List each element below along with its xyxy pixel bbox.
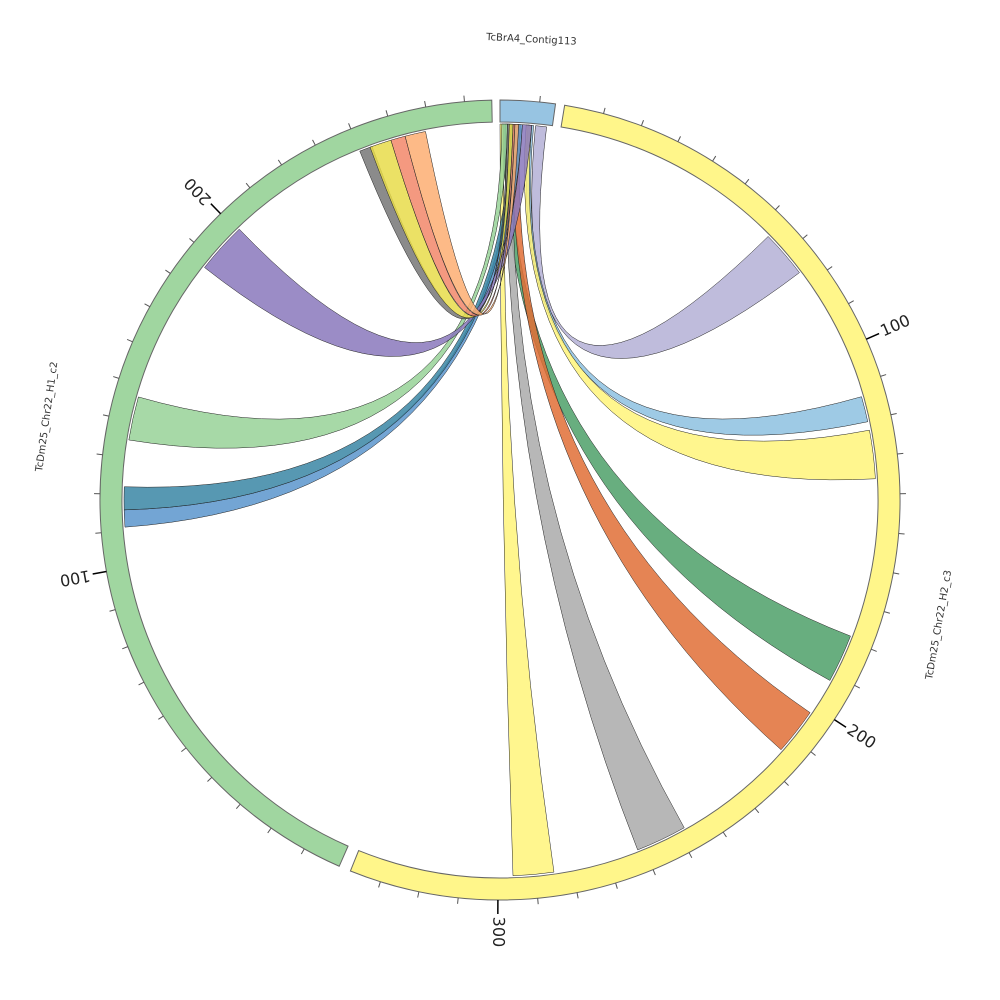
link-ribbon-10: [204, 124, 533, 357]
minor-tick: [113, 376, 120, 379]
tick-label: 100: [58, 566, 91, 590]
minor-tick: [603, 107, 606, 114]
minor-tick: [688, 852, 693, 859]
minor-tick: [144, 303, 151, 308]
minor-tick: [848, 300, 854, 305]
minor-tick: [463, 95, 465, 102]
link-ribbon-13: [390, 123, 516, 317]
minor-tick: [267, 827, 272, 834]
minor-tick: [893, 572, 900, 575]
link-ribbon-11: [359, 123, 510, 320]
sequence-label-h1-c2: TcDm25_Chr22_H1_c2: [34, 361, 60, 473]
minor-tick: [181, 747, 187, 753]
minor-tick: [677, 136, 681, 142]
minor-tick: [96, 453, 103, 456]
minor-tick: [138, 681, 145, 686]
minor-tick: [744, 178, 750, 185]
links-layer: [123, 123, 876, 877]
sequence-arc-2: [99, 99, 493, 867]
sequence-label-h2-c3: TcDm25_Chr22_H2_c3: [924, 569, 954, 681]
minor-tick: [870, 648, 877, 652]
tick-label: 100: [877, 311, 913, 341]
minor-tick: [783, 781, 789, 786]
minor-tick: [722, 831, 727, 838]
link-ribbon-12: [369, 123, 514, 319]
minor-tick: [576, 892, 579, 899]
minor-tick: [126, 338, 133, 343]
minor-tick: [898, 532, 905, 535]
link-ribbon-0: [531, 125, 800, 359]
minor-tick: [189, 238, 195, 243]
minor-tick: [385, 110, 389, 117]
minor-tick: [826, 266, 833, 271]
minor-tick: [883, 611, 891, 614]
sequence-arc-1: [349, 104, 901, 901]
minor-tick: [897, 452, 904, 455]
minor-tick: [640, 120, 644, 126]
minor-tick: [457, 897, 459, 904]
minor-tick: [378, 881, 381, 888]
minor-tick: [235, 803, 241, 810]
minor-tick: [810, 751, 816, 756]
minor-tick: [300, 848, 305, 855]
major-tick: [833, 718, 847, 728]
link-ribbon-2: [524, 124, 876, 481]
minor-tick: [158, 715, 164, 720]
tick-label: 200: [180, 174, 215, 209]
minor-tick: [348, 123, 352, 130]
minor-tick: [245, 182, 251, 189]
minor-tick: [652, 869, 656, 876]
sequence-label-contig113: TcBrA4_Contig113: [485, 32, 577, 48]
minor-tick: [165, 269, 171, 274]
minor-tick: [277, 159, 282, 166]
minor-tick: [537, 898, 539, 905]
link-ribbon-14: [404, 124, 519, 316]
minor-tick: [802, 234, 808, 240]
link-ribbon-9: [128, 123, 508, 449]
minor-tick: [417, 891, 420, 898]
minor-tick: [539, 95, 541, 103]
minor-tick: [774, 205, 780, 211]
minor-tick: [754, 807, 760, 814]
minor-tick: [615, 882, 618, 889]
link-ribbon-8: [123, 123, 519, 511]
minor-tick: [102, 414, 109, 417]
major-tick: [865, 332, 880, 340]
minor-tick: [122, 646, 129, 650]
minor-tick: [312, 139, 316, 146]
major-tick: [210, 203, 222, 215]
link-ribbon-5: [505, 123, 685, 851]
minor-tick: [890, 413, 897, 416]
sequence-ring-layer: [99, 99, 901, 901]
tick-label: 300: [489, 917, 508, 948]
minor-tick: [712, 155, 717, 162]
link-ribbon-4: [512, 123, 811, 751]
minor-tick: [880, 374, 887, 377]
major-tick: [92, 570, 107, 575]
minor-tick: [109, 609, 116, 612]
minor-tick: [854, 684, 861, 689]
sequence-arc-0: [499, 99, 557, 127]
minor-tick: [424, 100, 427, 108]
minor-tick: [207, 777, 213, 782]
tick-label: 200: [844, 720, 880, 753]
